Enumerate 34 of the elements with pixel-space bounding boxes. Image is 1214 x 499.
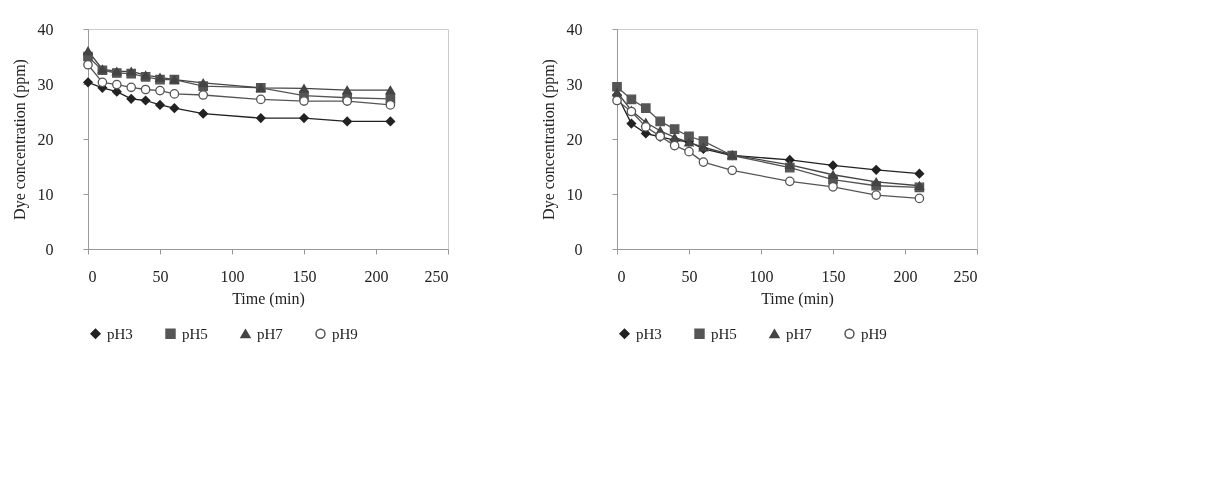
x-tick-label: 0 (617, 267, 626, 285)
x-tick-label: 250 (953, 267, 978, 285)
x-tick-label: 100 (749, 267, 774, 285)
y-axis-title: Dye concentration (ppm) (539, 59, 558, 220)
legend-label: pH5 (711, 325, 737, 342)
x-tick-label: 50 (681, 267, 698, 285)
x-axis-title: Time (min) (761, 289, 834, 308)
x-tick-label: 150 (821, 267, 846, 285)
legend-label: pH9 (861, 325, 887, 342)
legend-label: pH3 (636, 325, 662, 342)
x-tick-label: 200 (364, 267, 389, 285)
legend-label: pH9 (332, 325, 358, 342)
y-tick-label: 10 (37, 185, 54, 203)
y-tick-label: 40 (566, 20, 583, 38)
y-axis-title: Dye concentration (ppm) (10, 59, 29, 220)
x-tick-label: 50 (152, 267, 169, 285)
legend-label: pH3 (107, 325, 133, 342)
legend-label: pH5 (182, 325, 208, 342)
legend-label: pH7 (257, 325, 284, 342)
legend-label: pH7 (786, 325, 813, 342)
x-tick-label: 100 (220, 267, 245, 285)
x-tick-label: 0 (88, 267, 97, 285)
x-tick-label: 250 (424, 267, 449, 285)
y-tick-label: 0 (45, 240, 54, 258)
y-tick-label: 20 (37, 130, 54, 148)
y-tick-label: 0 (574, 240, 583, 258)
x-tick-label: 150 (292, 267, 317, 285)
x-tick-label: 200 (893, 267, 918, 285)
y-tick-label: 30 (37, 75, 54, 93)
x-axis-title: Time (min) (232, 289, 305, 308)
y-tick-label: 20 (566, 130, 583, 148)
y-tick-label: 30 (566, 75, 583, 93)
y-tick-label: 10 (566, 185, 583, 203)
y-tick-label: 40 (37, 20, 54, 38)
